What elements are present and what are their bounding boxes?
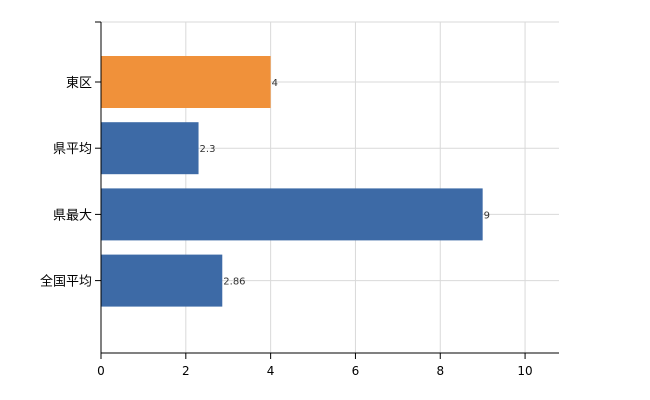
category-label: 県最大: [53, 208, 92, 223]
bar: [101, 56, 271, 108]
bar: [101, 188, 483, 241]
x-tick-label: 6: [352, 364, 360, 378]
bar-value-label: 2.86: [223, 277, 245, 288]
bar-value-label: 2.3: [200, 144, 216, 155]
x-tick-label: 0: [97, 364, 105, 378]
bar: [101, 254, 223, 307]
bars-group: [101, 56, 483, 307]
bar: [101, 122, 199, 175]
x-tick-label: 2: [182, 364, 190, 378]
x-tick-label: 10: [517, 364, 532, 378]
bar-value-label: 4: [272, 78, 278, 89]
category-label: 県平均: [53, 142, 92, 157]
category-label: 東区: [66, 75, 92, 91]
x-tick-label: 4: [267, 364, 275, 378]
category-label: 全国平均: [40, 274, 92, 290]
x-tick-label: 8: [436, 364, 444, 378]
axes-group: [95, 21, 559, 359]
bar-value-label: 9: [484, 210, 490, 221]
